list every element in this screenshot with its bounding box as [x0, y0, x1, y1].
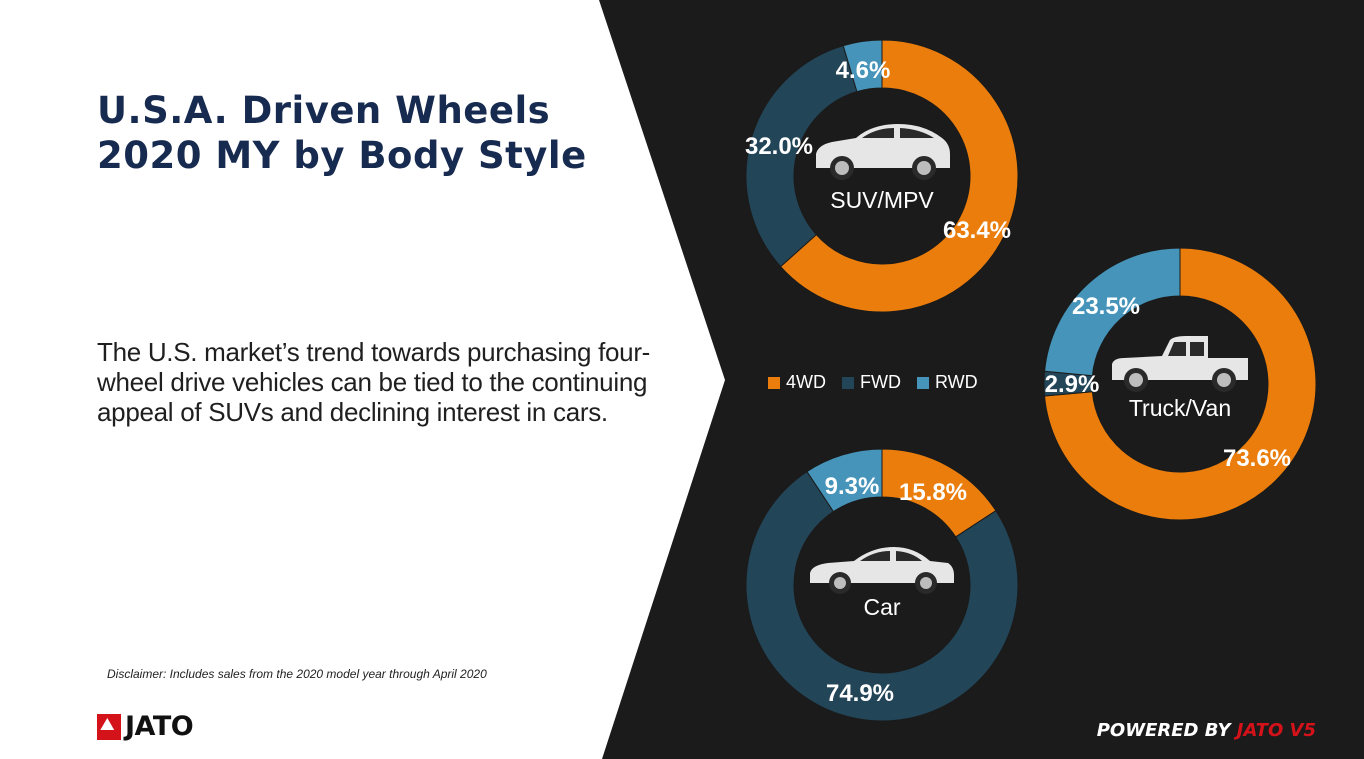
- slice-4wd: [1043, 247, 1317, 521]
- data-label-4wd: 63.4%: [943, 217, 1011, 244]
- legend-swatch-4wd: [768, 376, 780, 389]
- data-label-4wd: 73.6%: [1223, 445, 1291, 472]
- legend-label-fwd: FWD: [860, 372, 901, 392]
- powered-by-prefix: POWERED BY: [1096, 720, 1237, 741]
- slice-4wd: [779, 39, 1019, 313]
- page-title: U.S.A. Driven Wheels 2020 MY by Body Sty…: [97, 88, 587, 178]
- slice-rwd: [806, 448, 883, 513]
- legend-label-4wd: 4WD: [786, 372, 826, 392]
- donut-car: 15.8% 74.9% 9.3% Car: [745, 448, 1019, 722]
- data-label-rwd: 9.3%: [825, 473, 880, 500]
- jato-logo: JATO: [97, 711, 194, 742]
- legend-item-rwd: RWD: [916, 372, 978, 393]
- legend-item-fwd: FWD: [842, 372, 901, 393]
- slice-rwd: [1044, 247, 1181, 377]
- donut-center-label: Car: [863, 594, 900, 620]
- jato-logo-icon: [97, 713, 121, 740]
- donut-suv-mpv: 63.4% 32.0% 4.6% SUV/MPV: [745, 39, 1019, 313]
- title-line-2: 2020 MY by Body Style: [97, 134, 587, 177]
- legend-swatch-fwd: [842, 376, 854, 389]
- description-text: The U.S. market’s trend towards purchasi…: [97, 337, 651, 427]
- slice-fwd: [745, 45, 858, 268]
- title-line-1: U.S.A. Driven Wheels: [97, 89, 551, 132]
- data-label-rwd: 4.6%: [836, 57, 891, 84]
- legend-label-rwd: RWD: [934, 372, 978, 392]
- pickup-truck-icon: [1112, 336, 1248, 392]
- jato-logo-text: JATO: [125, 711, 194, 742]
- suv-icon: [816, 124, 950, 180]
- chart-legend: 4WD FWD RWD: [768, 372, 978, 393]
- sedan-icon: [810, 547, 954, 594]
- data-label-rwd: 23.5%: [1072, 293, 1140, 320]
- data-label-4wd: 15.8%: [899, 479, 967, 506]
- data-label-fwd: 32.0%: [745, 133, 813, 160]
- slice-rwd: [842, 39, 883, 93]
- donut-truck-van: 73.6% 2.9% 23.5% Truck/Van: [1043, 247, 1317, 521]
- legend-item-4wd: 4WD: [768, 372, 826, 393]
- disclaimer-text: Disclaimer: Includes sales from the 2020…: [107, 667, 487, 681]
- legend-swatch-rwd: [916, 376, 929, 389]
- donut-center-label: SUV/MPV: [830, 187, 934, 213]
- powered-by-brand: JATO V5: [1236, 720, 1316, 741]
- data-label-fwd: 74.9%: [826, 680, 894, 707]
- slice-fwd: [745, 470, 1019, 722]
- powered-by: POWERED BY JATO V5: [1097, 720, 1316, 741]
- data-label-fwd: 2.9%: [1045, 371, 1100, 398]
- donut-center-label: Truck/Van: [1129, 395, 1231, 421]
